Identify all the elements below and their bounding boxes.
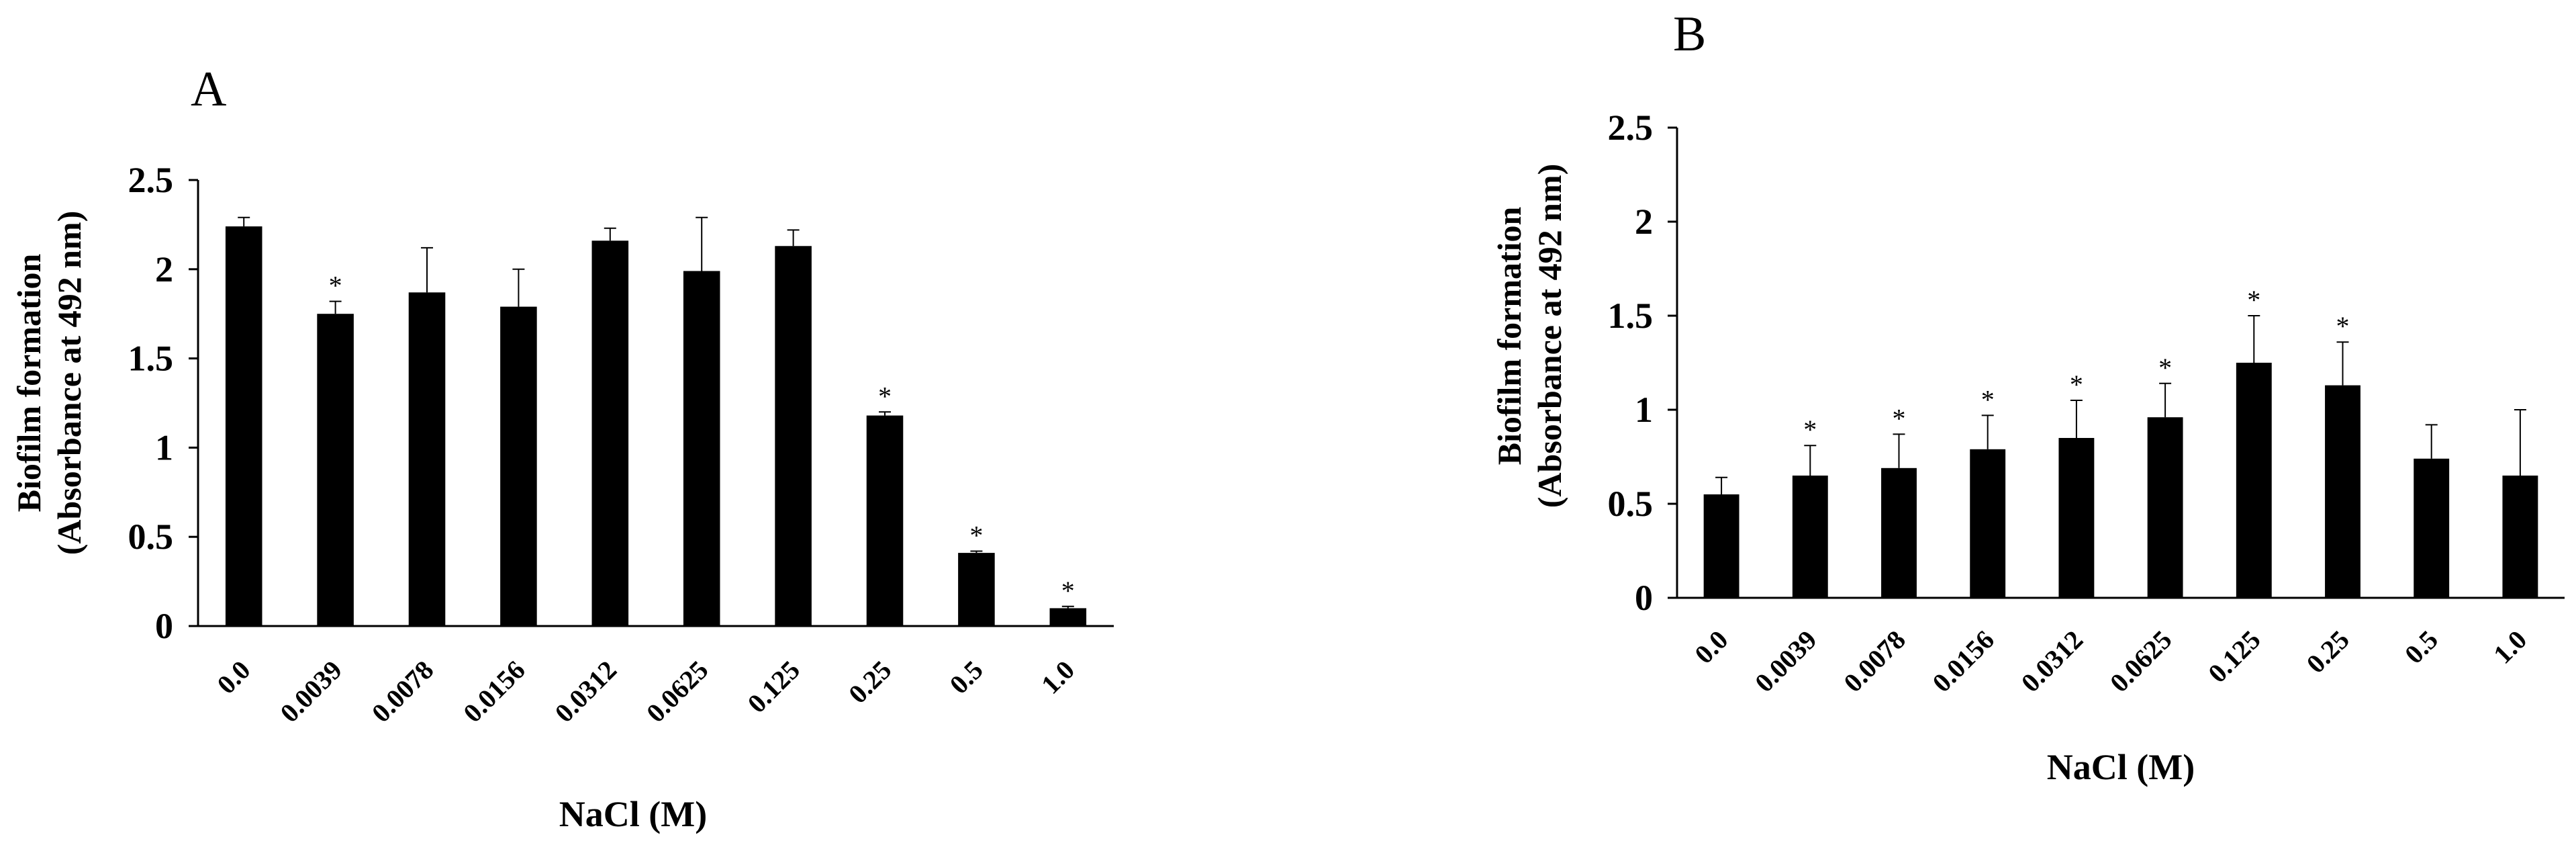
panel-b-x-tick-label: 0.0 [1688, 625, 1733, 670]
panel-a-y-tick-label: 1 [155, 427, 173, 468]
panel-a-x-tick-label: 0.0039 [274, 655, 348, 729]
panel-a-bar [591, 240, 629, 627]
panel-a-significance-marker: * [969, 520, 983, 550]
panel-b-y-tick-label: 1.5 [1608, 296, 1654, 336]
panel-b-bar [2325, 385, 2360, 598]
panel-a-y-tick-label: 1.5 [128, 339, 174, 379]
panel-b-x-tick-label: 0.125 [2202, 625, 2266, 689]
panel-a-x-tick-label: 0.0 [211, 655, 256, 700]
panel-a-x-tick-label: 0.25 [843, 655, 897, 709]
panel-a-bar [683, 271, 720, 626]
panel-b-significance-marker: * [1803, 414, 1817, 445]
panel-a-bar [225, 226, 263, 626]
panel-a-x-tick-label: 0.0078 [366, 655, 440, 729]
panel-b-x-tick-label: 0.25 [2301, 625, 2355, 679]
panel-b-x-axis-title: NaCl (M) [2047, 747, 2195, 787]
panel-b-y-tick-label: 0.5 [1608, 484, 1654, 524]
panel-a-x-tick-label: 1.0 [1035, 655, 1080, 700]
panel-a-x-tick-label: 0.0312 [549, 655, 623, 729]
panel-b-x-tick-label: 0.5 [2399, 625, 2444, 670]
panel-b-x-tick-label: 0.0039 [1749, 625, 1823, 699]
panel-a-bar [1049, 608, 1087, 626]
panel-b-y-axis-title-line1: Biofilm formation [1490, 206, 1528, 465]
panel-a-x-tick-label: 0.125 [742, 655, 806, 719]
panel-b-bar [1703, 494, 1739, 598]
panel-b-significance-marker: * [2158, 353, 2172, 383]
panel-a-significance-marker: * [329, 271, 342, 301]
panel-b-bar [1792, 476, 1828, 598]
panel-b-bar [1970, 449, 2006, 598]
panel-b-significance-marker: * [2070, 369, 2083, 400]
panel-a-y-tick-label: 0 [155, 606, 173, 646]
panel-a-y-tick-label: 0.5 [128, 517, 174, 557]
panel-a-y-tick-label: 2.5 [128, 160, 174, 200]
panel-a-letter: A [191, 62, 226, 117]
panel-a-significance-marker: * [1061, 576, 1075, 606]
panel-b-bar [1881, 468, 1917, 598]
panel-b-significance-marker: * [1893, 403, 1906, 433]
panel-b-x-tick-label: 0.0312 [2015, 625, 2089, 699]
panel-b-x-tick-label: 0.0078 [1838, 625, 1911, 699]
panel-a-y-axis-title-line1: Biofilm formation [10, 253, 48, 512]
panel-a-bar [775, 246, 812, 627]
panel-b-bar [2058, 438, 2095, 598]
panel-a-bar [500, 306, 537, 626]
panel-b-bar [2502, 476, 2538, 598]
panel-b-x-tick-label: 1.0 [2487, 625, 2532, 670]
panel-a-bar [958, 553, 995, 626]
panel-a-x-axis-title: NaCl (M) [559, 794, 707, 834]
panel-b-x-tick-label: 0.0156 [1926, 625, 2000, 699]
panel-b-y-tick-label: 0 [1635, 578, 1653, 618]
panel-b-y-axis-title-line2: (Absorbance at 492 nm) [1531, 164, 1568, 508]
panel-a-x-tick-label: 0.0625 [640, 655, 714, 729]
panel-b-letter: B [1673, 7, 1706, 62]
panel-b-bar [2147, 417, 2183, 598]
panel-b-y-tick-label: 2 [1635, 202, 1653, 242]
panel-b-y-tick-label: 1 [1635, 390, 1653, 430]
panel-a-x-tick-label: 0.5 [944, 655, 989, 700]
panel-b-bar [2414, 458, 2450, 598]
panel-a-bar [317, 314, 354, 626]
panel-b-significance-marker: * [1981, 384, 1995, 414]
panel-a-bar [408, 292, 446, 626]
panel-b-bar [2236, 363, 2272, 598]
panel-a-x-tick-label: 0.0156 [457, 655, 531, 729]
panel-a-chart: A NaCl (M) Biofilm formation (Absorbance… [10, 62, 1114, 834]
panel-b-significance-marker: * [2336, 311, 2350, 341]
panel-a-y-tick-label: 2 [155, 249, 173, 290]
panel-a-significance-marker: * [878, 381, 892, 411]
panel-a-bar [866, 415, 904, 626]
panel-b-significance-marker: * [2247, 285, 2260, 315]
panel-b-y-tick-label: 2.5 [1608, 107, 1654, 148]
panel-b-x-tick-label: 0.0625 [2104, 625, 2178, 699]
panel-b-chart: B NaCl (M) Biofilm formation (Absorbance… [1490, 7, 2565, 787]
panel-a-y-axis-title-line2: (Absorbance at 492 nm) [50, 211, 88, 555]
